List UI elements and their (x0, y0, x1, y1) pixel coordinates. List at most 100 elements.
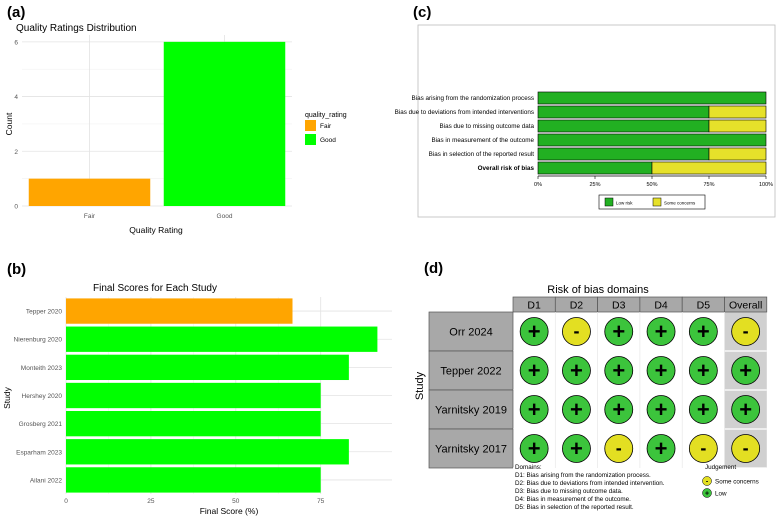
chart-a-xlabel: Quality Rating (129, 225, 183, 235)
bar-some-concerns (651, 161, 767, 175)
study-label: Yarnitsky 2019 (435, 405, 507, 417)
bar-study (66, 467, 321, 493)
panel-label-c: (c) (413, 4, 431, 21)
y-tick-label: 0 (14, 204, 18, 211)
y-tick-label: 2 (14, 149, 18, 156)
domain-note: D2: Bias due to deviations from intended… (515, 480, 665, 487)
legend-swatch (652, 197, 662, 207)
bar-low-risk (537, 91, 767, 105)
chart-a-ylabel: Count (4, 112, 14, 135)
bar-study (66, 410, 321, 437)
low-risk-icon (519, 356, 549, 385)
legend-swatch-good (305, 134, 316, 145)
low-risk-icon (646, 317, 676, 346)
bar-low-risk (537, 105, 710, 119)
judgement-symbol: - (743, 321, 749, 341)
judgement-symbol: - (700, 438, 706, 458)
judgement-legend-symbol: + (705, 490, 709, 497)
x-tick-label: 100% (759, 182, 773, 188)
column-header-label: D2 (570, 300, 584, 312)
y-tick-label: Bias in selection of the reported result (429, 151, 535, 158)
judgement-symbol: + (655, 397, 668, 422)
panel-label-a: (a) (7, 4, 25, 21)
low-risk-icon (519, 317, 549, 346)
chart-c-legend: Low risk Some concerns (598, 194, 706, 210)
chart-d-title: Risk of bias domains (547, 284, 649, 296)
chart-a-legend: Fair Good (305, 120, 336, 145)
panel-border (417, 24, 776, 218)
legend-swatch-fair (305, 120, 316, 131)
judgement-symbol: + (528, 397, 541, 422)
low-risk-icon (731, 395, 761, 424)
bar-good (163, 41, 286, 207)
domains-title: Domains: (515, 464, 542, 471)
x-tick-label: 25% (589, 182, 600, 188)
x-tick-label: Fair (84, 213, 96, 220)
judgement-legend-label: Low (715, 490, 727, 497)
bar-low-risk (537, 161, 653, 175)
column-header-cell (724, 296, 768, 313)
low-risk-icon (646, 395, 676, 424)
bar-some-concerns (708, 147, 767, 161)
x-tick-label: 25 (147, 498, 155, 505)
y-tick-label: 4 (14, 94, 18, 101)
judgement-symbol: - (743, 438, 749, 458)
judgement-symbol: + (655, 358, 668, 383)
judgement-symbol: + (612, 397, 625, 422)
legend-label: Good (320, 137, 336, 144)
judgement-symbol: + (528, 358, 541, 383)
study-label: Tepper 2022 (440, 366, 501, 378)
y-tick-label: Ailani 2022 (30, 477, 63, 484)
chart-a-legend-title: quality_rating (305, 112, 347, 119)
judgement-symbol: - (573, 321, 579, 341)
domain-note: D4: Bias in measurement of the outcome. (515, 496, 631, 503)
low-risk-icon (688, 395, 718, 424)
y-tick-label: Bias arising from the randomization proc… (412, 95, 535, 102)
y-tick-label: Bias due to missing outcome data (439, 123, 534, 130)
chart-d-grid: D1 D2 D3 D4 D5 Overall Orr 2024 + - + + + - Tepper 20… (428, 296, 768, 469)
some-concerns-icon (562, 317, 591, 346)
judgement-symbol: + (697, 358, 710, 383)
chart-d-notes: Domains:D1: Bias arising from the random… (515, 464, 759, 511)
x-tick-label: 50 (232, 498, 240, 505)
x-tick-label: 50% (646, 182, 657, 188)
low-risk-icon (562, 395, 591, 424)
judgement-symbol: + (697, 397, 710, 422)
bar-some-concerns (708, 105, 767, 119)
chart-b-ylabel: Study (2, 386, 12, 408)
low-risk-icon (519, 395, 549, 424)
column-header-label: D3 (612, 300, 626, 312)
y-tick-label: Nierenburg 2020 (14, 337, 63, 344)
bar-some-concerns (708, 119, 767, 133)
column-header-label: D5 (697, 300, 711, 312)
some-concerns-icon (604, 434, 634, 463)
column-header-label: Overall (729, 300, 762, 312)
domain-note: D1: Bias arising from the randomization … (515, 472, 651, 479)
x-tick-label: 0% (534, 182, 542, 188)
judgement-symbol: + (528, 319, 541, 344)
low-risk-icon (646, 356, 676, 385)
bar-study (66, 439, 349, 465)
judgement-title: Judgement (705, 464, 736, 471)
y-tick-label: Bias in measurement of the outcome (431, 137, 534, 144)
x-tick-label: Good (217, 213, 233, 220)
low-risk-icon (604, 356, 634, 385)
judgement-symbol: + (612, 358, 625, 383)
low-risk-icon (604, 317, 634, 346)
bar-low-risk (537, 133, 767, 147)
chart-d-ylabel: Study (414, 371, 426, 400)
low-risk-icon (688, 317, 718, 346)
legend-box (598, 194, 706, 210)
bar-study (66, 326, 378, 352)
study-label: Yarnitsky 2017 (435, 444, 507, 456)
y-tick-label: Monteith 2023 (21, 365, 63, 372)
y-tick-label: Grosberg 2021 (19, 421, 63, 428)
panel-label-d: (d) (424, 260, 443, 277)
legend-swatch (604, 197, 614, 207)
bar-low-risk (537, 147, 710, 161)
x-tick-label: 75 (317, 498, 325, 505)
bar-study (66, 298, 293, 324)
chart-b-axes: 0 25 50 75 Tepper 2020 Nierenburg 2020 Monteit… (14, 297, 392, 505)
y-tick-label: Esparham 2023 (16, 449, 62, 456)
